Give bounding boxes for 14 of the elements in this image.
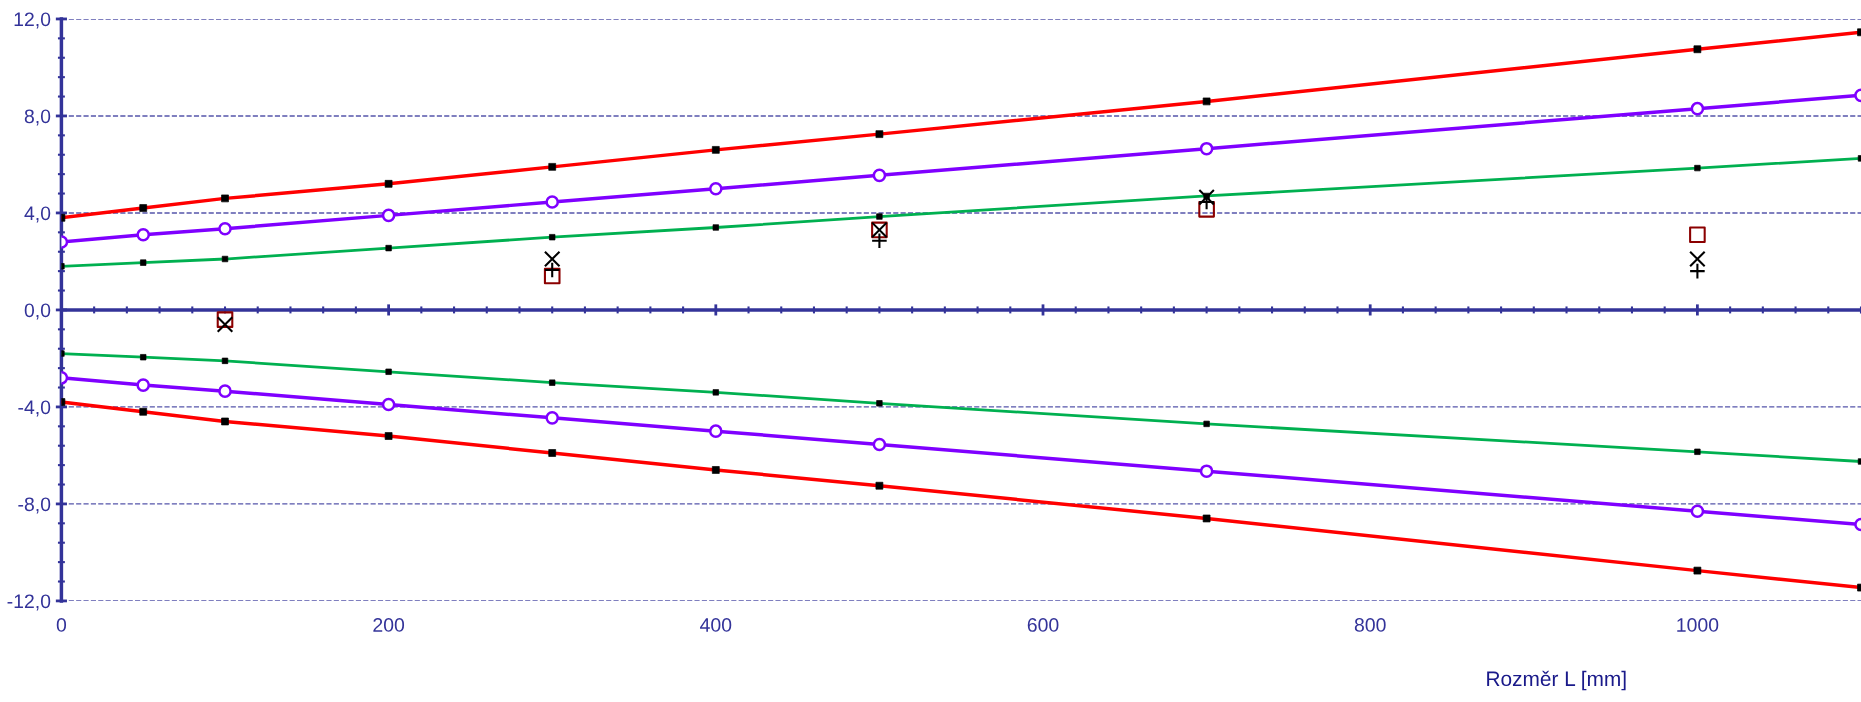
x-tick-label: 800: [1354, 618, 1386, 632]
x-tick-label: 200: [373, 618, 405, 632]
y-tick-label: -8,0: [18, 497, 51, 514]
y-tick-label: -4,0: [18, 400, 51, 417]
x-tick-label: 1000: [1677, 618, 1719, 632]
y-tick-label: 8,0: [24, 109, 51, 126]
y-tick-label: 0,0: [24, 303, 51, 320]
x-tick-label: 0: [56, 618, 67, 632]
x-tick-label: 600: [1027, 618, 1059, 632]
y-tick-label: 12,0: [14, 12, 51, 29]
x-axis-title: Rozměr L [mm]: [1487, 670, 1626, 691]
y-tick-label: -12,0: [7, 594, 51, 611]
x-tick-label: 400: [700, 618, 732, 632]
y-tick-label: 4,0: [24, 206, 51, 223]
